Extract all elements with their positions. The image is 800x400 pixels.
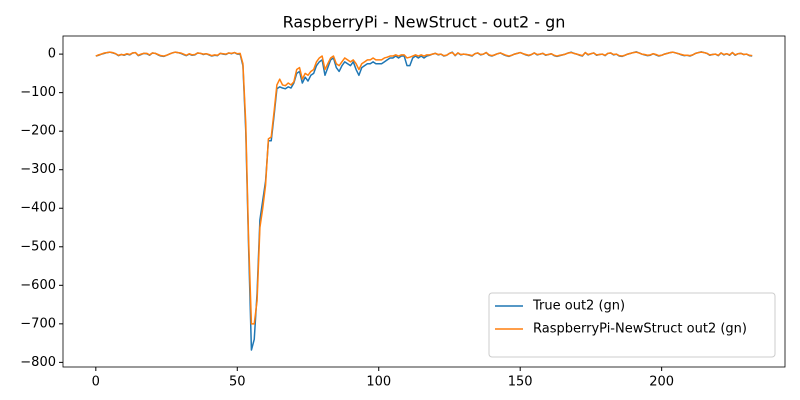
y-tick-label: −600 [20,278,56,293]
y-tick-label: −400 [20,201,56,216]
data-line [95,51,753,325]
y-tick-label: −800 [20,355,56,370]
x-tick-label: 100 [366,375,391,390]
y-tick-label: 0 [48,47,56,62]
x-tick-label: 0 [92,375,100,390]
x-tick-label: 200 [649,375,674,390]
chart-title: RaspberryPi - NewStruct - out2 - gn [283,13,566,32]
plot-frame [62,35,786,368]
x-tick-label: 50 [229,375,246,390]
y-tick-label: −500 [20,239,56,254]
y-tick-label: −700 [20,316,56,331]
y-tick-label: −100 [20,85,56,100]
legend-label: RaspberryPi-NewStruct out2 (gn) [533,322,747,337]
y-tick-label: −200 [20,124,56,139]
legend-box [488,292,776,358]
x-tick-label: 150 [508,375,533,390]
legend-label: True out2 (gn) [532,299,625,314]
y-tick-label: −300 [20,162,56,177]
